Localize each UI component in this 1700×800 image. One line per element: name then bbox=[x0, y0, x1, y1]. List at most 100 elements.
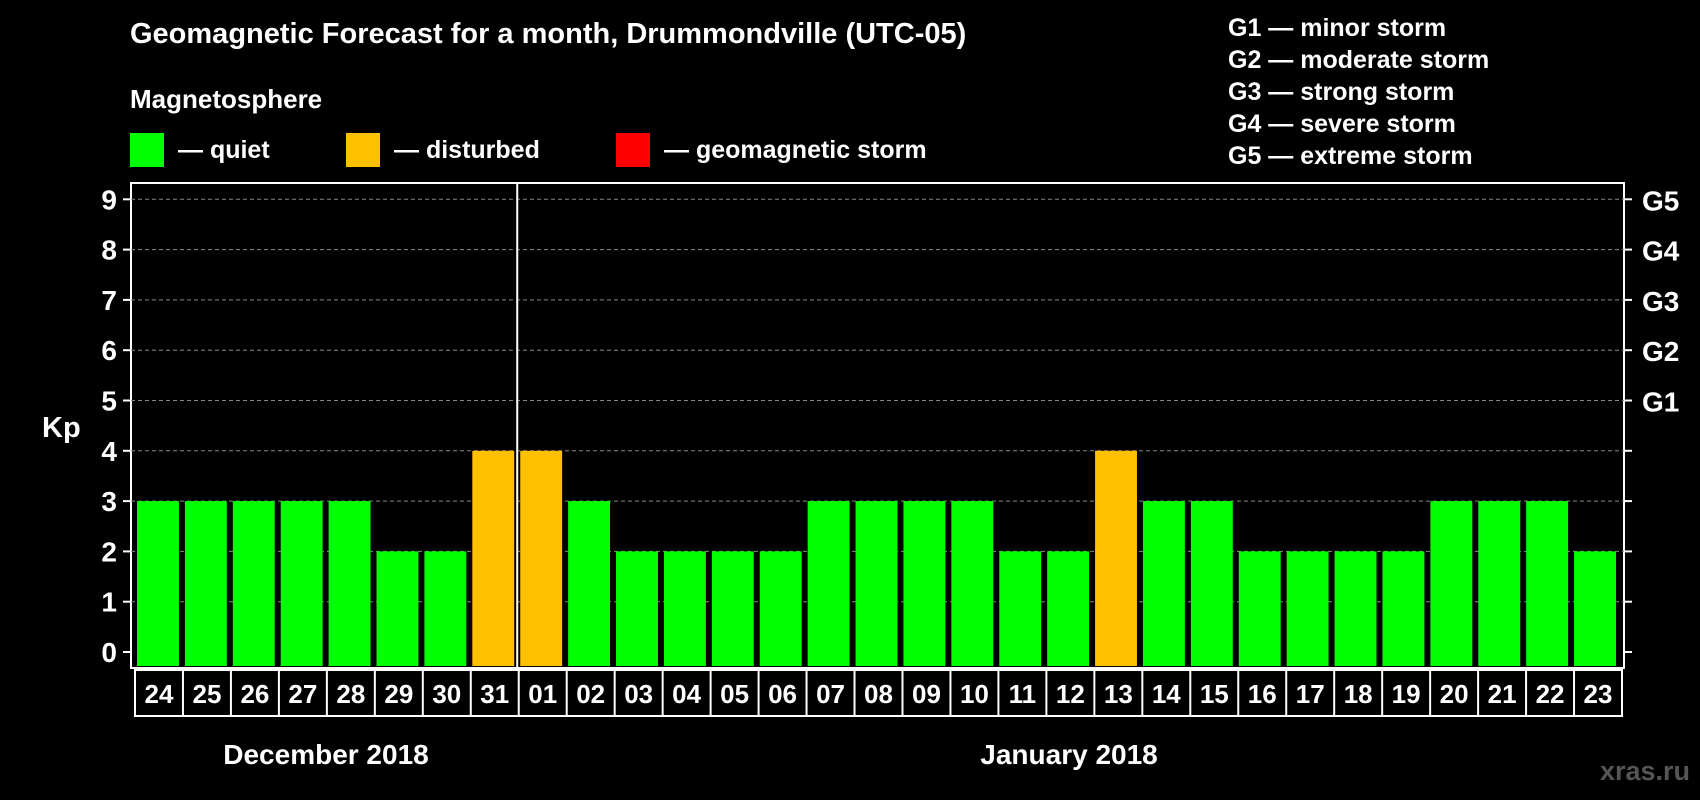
bar bbox=[1574, 551, 1616, 666]
legend-disturbed-swatch bbox=[346, 133, 380, 167]
bar bbox=[855, 501, 898, 666]
y-tick-label: 0 bbox=[101, 637, 117, 668]
x-tick-label: 26 bbox=[240, 679, 269, 709]
x-tick-label: 04 bbox=[672, 679, 701, 709]
x-tick-label: 21 bbox=[1488, 679, 1517, 709]
x-tick-label: 27 bbox=[288, 679, 317, 709]
month-label: January 2018 bbox=[980, 739, 1157, 770]
x-tick-label: 28 bbox=[336, 679, 365, 709]
bar bbox=[568, 501, 611, 666]
y-tick-label: 1 bbox=[101, 587, 117, 618]
bar bbox=[711, 551, 754, 666]
y-tick-label: 4 bbox=[101, 436, 117, 467]
bar bbox=[1526, 501, 1569, 666]
category-box bbox=[134, 669, 1623, 717]
x-tick-label: 31 bbox=[480, 679, 509, 709]
x-tick-label: 10 bbox=[960, 679, 989, 709]
x-tick-label: 23 bbox=[1584, 679, 1613, 709]
bar bbox=[903, 501, 946, 666]
bar bbox=[424, 551, 467, 666]
bar bbox=[807, 501, 850, 666]
x-tick-label: 22 bbox=[1536, 679, 1565, 709]
x-tick-label: 13 bbox=[1104, 679, 1133, 709]
bar bbox=[376, 551, 419, 666]
bar bbox=[1430, 501, 1473, 666]
x-tick-label: 11 bbox=[1009, 679, 1037, 709]
bar bbox=[1142, 501, 1185, 666]
bar bbox=[1095, 450, 1137, 666]
watermark: xras.ru bbox=[1599, 756, 1690, 786]
y-tick-label: 7 bbox=[101, 285, 117, 316]
x-tick-label: 19 bbox=[1392, 679, 1421, 709]
bar bbox=[1478, 501, 1521, 666]
bar bbox=[663, 551, 706, 666]
chart-title: Geomagnetic Forecast for a month, Drummo… bbox=[130, 18, 967, 50]
x-tick-label: 09 bbox=[912, 679, 941, 709]
legend-storm-swatch bbox=[616, 133, 650, 167]
bar bbox=[520, 450, 563, 666]
month-label: December 2018 bbox=[223, 739, 428, 770]
y-tick-label: 3 bbox=[101, 486, 117, 517]
legend-disturbed: — disturbed bbox=[346, 133, 540, 167]
g-scale-tick-label: G4 bbox=[1642, 236, 1680, 267]
x-tick-label: 30 bbox=[432, 679, 461, 709]
bar bbox=[472, 450, 515, 666]
g-scale-item: G1 — minor storm bbox=[1228, 14, 1447, 42]
x-tick-label: 02 bbox=[576, 679, 605, 709]
x-tick-label: 25 bbox=[192, 679, 221, 709]
x-tick-label: 12 bbox=[1056, 679, 1085, 709]
x-tick-label: 08 bbox=[864, 679, 893, 709]
x-tick-label: 20 bbox=[1440, 679, 1469, 709]
bar bbox=[328, 501, 371, 666]
g-scale-list: G1 — minor storm G2 — moderate storm G3 … bbox=[1228, 12, 1489, 172]
bar bbox=[1286, 551, 1329, 666]
bar bbox=[616, 551, 658, 666]
bar bbox=[951, 501, 994, 666]
legend-quiet-label: — quiet bbox=[178, 135, 270, 164]
g-scale-tick-label: G5 bbox=[1642, 185, 1679, 216]
bar bbox=[1047, 551, 1090, 666]
bar bbox=[1334, 551, 1377, 666]
y-tick-label: 9 bbox=[101, 184, 117, 215]
g-scale-tick-label: G1 bbox=[1642, 387, 1679, 418]
plot-frame bbox=[130, 182, 1625, 669]
legend-quiet-swatch bbox=[130, 133, 164, 167]
bar bbox=[759, 551, 802, 666]
legend-storm-label: — geomagnetic storm bbox=[664, 135, 927, 164]
x-tick-label: 24 bbox=[145, 679, 174, 709]
g-scale-item: G3 — strong storm bbox=[1228, 78, 1455, 106]
x-tick-label: 01 bbox=[528, 679, 557, 709]
bar bbox=[1238, 551, 1281, 666]
y-tick-label: 8 bbox=[101, 235, 117, 266]
g-scale-tick-label: G3 bbox=[1642, 286, 1679, 317]
g-scale-tick-label: G2 bbox=[1642, 336, 1679, 367]
bar bbox=[184, 501, 227, 666]
legend-disturbed-label: — disturbed bbox=[394, 135, 540, 164]
y-tick-label: 2 bbox=[101, 536, 117, 567]
y-axis-label: Kp bbox=[42, 412, 81, 444]
bar bbox=[280, 501, 323, 666]
x-tick-label: 17 bbox=[1296, 679, 1325, 709]
y-tick-label: 6 bbox=[101, 335, 117, 366]
g-scale-item: G2 — moderate storm bbox=[1228, 46, 1490, 74]
g-scale-item: G4 — severe storm bbox=[1228, 110, 1456, 138]
bar bbox=[1190, 501, 1233, 666]
legend-storm: — geomagnetic storm bbox=[616, 133, 927, 167]
bar bbox=[999, 551, 1042, 666]
y-tick-label: 5 bbox=[101, 386, 117, 417]
x-tick-label: 05 bbox=[720, 679, 749, 709]
legend-quiet: — quiet bbox=[130, 133, 270, 167]
x-tick-label: 14 bbox=[1152, 679, 1181, 709]
bar bbox=[1382, 551, 1425, 666]
x-tick-label: 29 bbox=[384, 679, 413, 709]
g-scale-item: G5 — extreme storm bbox=[1228, 142, 1473, 170]
bar bbox=[232, 501, 275, 666]
magnetosphere-label: Magnetosphere bbox=[130, 84, 323, 114]
x-tick-label: 06 bbox=[768, 679, 797, 709]
x-tick-label: 07 bbox=[816, 679, 845, 709]
x-tick-label: 03 bbox=[624, 679, 653, 709]
bar bbox=[137, 501, 179, 666]
x-tick-label: 18 bbox=[1344, 679, 1373, 709]
x-tick-label: 15 bbox=[1200, 679, 1229, 709]
